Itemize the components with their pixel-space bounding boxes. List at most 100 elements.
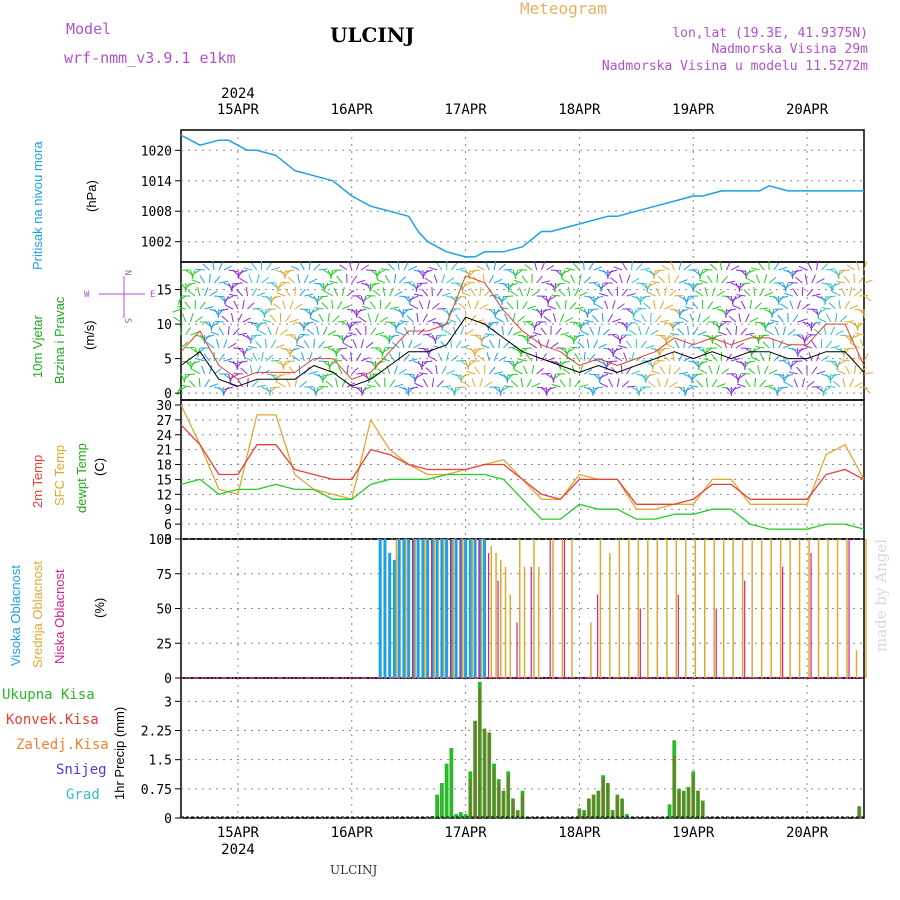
wind-arrow	[765, 321, 775, 326]
wind-arrow	[250, 262, 258, 271]
wind-arrow	[665, 334, 670, 344]
wind-arrow	[422, 378, 429, 388]
wind-arrow	[450, 262, 458, 271]
wind-arrow	[382, 287, 386, 297]
wind-arrow	[243, 347, 248, 357]
wind-arrow	[270, 340, 277, 349]
wind-arrow	[746, 278, 756, 284]
wind-arrow	[842, 378, 846, 388]
wind-arrow	[726, 280, 736, 284]
wind-arrow	[456, 360, 466, 362]
dewpt-line	[180, 473, 865, 530]
wind-arrow	[388, 353, 395, 362]
wind-arrow	[369, 301, 376, 310]
wind-arrow	[246, 286, 248, 297]
wind-arrow	[179, 325, 182, 336]
wind-arrow	[356, 261, 360, 271]
wind-arrow	[735, 325, 738, 336]
wind-arrow	[504, 385, 514, 388]
wind-arrow	[613, 347, 623, 352]
wind-arrow	[437, 308, 447, 310]
credit-watermark: made by Angel	[872, 539, 890, 652]
wind-arrow	[838, 300, 841, 310]
wind-arrow	[275, 326, 279, 336]
wind-arrow	[498, 263, 506, 271]
wind-arrow	[308, 352, 313, 362]
wind-arrow	[190, 331, 200, 336]
wind-arrow	[607, 314, 614, 323]
wind-arrow	[208, 365, 213, 375]
wind-arrow	[435, 365, 438, 375]
wind-arrow	[740, 327, 747, 336]
wind-arrow	[670, 332, 680, 336]
wind-arrow	[228, 269, 238, 273]
wind-arrow	[237, 313, 243, 323]
wind-arrow	[664, 304, 674, 310]
wind-arrow	[843, 275, 851, 284]
wind-arrow	[455, 314, 462, 323]
wind-arrow	[638, 326, 642, 336]
wind-arrow	[432, 345, 442, 349]
wind-arrow	[696, 380, 704, 388]
wind-arrow	[674, 294, 684, 297]
wind-arrow	[192, 368, 201, 375]
wind-arrow	[763, 274, 768, 284]
wind-arrow	[793, 378, 799, 388]
wind-arrow	[599, 293, 609, 297]
wind-arrow	[711, 287, 716, 297]
wind-arrow	[831, 373, 841, 377]
wind-arrow	[363, 295, 372, 302]
wind-arrow	[706, 275, 713, 284]
wind-arrow	[647, 381, 656, 388]
wind-arrow	[408, 358, 418, 362]
wind-arrow	[854, 289, 862, 297]
wind-arrow	[750, 267, 760, 271]
wind-arrow	[588, 354, 596, 362]
wind-arrow	[191, 279, 201, 284]
wind-arrow	[850, 334, 860, 340]
wind-arrow	[508, 373, 518, 376]
wind-arrow	[790, 360, 798, 368]
wind-arrow	[324, 282, 333, 287]
wind-arrow	[755, 274, 761, 284]
wind-arrow	[329, 369, 338, 375]
wind-arrow	[316, 326, 320, 336]
wind-arrow	[501, 326, 505, 336]
wind-arrow	[547, 386, 556, 391]
wind-arrow	[522, 347, 533, 350]
wind-arrow	[670, 261, 675, 271]
wind-arrow	[389, 306, 399, 310]
wind-arrow	[306, 328, 315, 336]
wind-arrow	[355, 308, 362, 317]
wind-arrow	[257, 321, 267, 326]
wind-arrow	[816, 261, 819, 271]
wind-arrow	[368, 373, 376, 381]
wind-arrow	[669, 308, 679, 312]
wind-arrow	[824, 295, 827, 305]
wind-arrow	[309, 308, 315, 318]
wind-arrow	[399, 295, 409, 298]
wind-arrow	[290, 347, 300, 352]
wind-arrow	[807, 308, 817, 310]
wind-arrow	[482, 274, 486, 284]
wind-arrow	[313, 373, 323, 378]
y-tick-label: 50	[156, 603, 172, 618]
precip-conv-bar	[673, 755, 676, 818]
time-tick-bottom: 20APR	[786, 825, 829, 841]
wind-arrow	[631, 260, 633, 271]
wind-arrow	[573, 334, 576, 345]
wind-arrow	[743, 289, 751, 297]
wind-arrow	[318, 340, 325, 349]
wind-arrow	[754, 321, 764, 324]
wind-arrow	[863, 352, 869, 362]
wind-arrow	[356, 279, 366, 284]
wind-arrow	[499, 306, 509, 310]
wind-arrow	[575, 334, 585, 338]
wind-arrow	[341, 287, 345, 297]
wind-arrow	[574, 379, 581, 388]
wind-arrow	[228, 360, 237, 365]
model-elevation-label: Nadmorska Visina u modelu 11.5272m	[602, 59, 868, 74]
wind-arrow	[476, 265, 485, 271]
wind-arrow	[825, 340, 833, 349]
wind-arrow	[825, 313, 832, 323]
